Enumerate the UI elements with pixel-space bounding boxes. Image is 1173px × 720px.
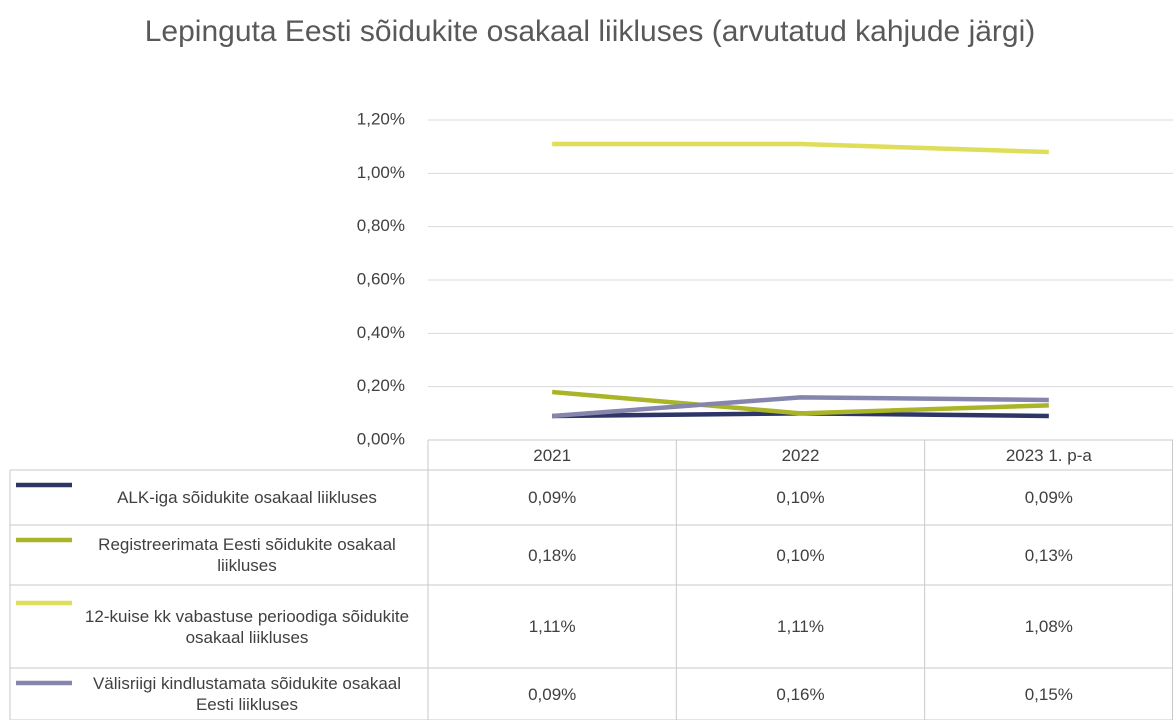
line-series bbox=[551, 395, 1049, 419]
table-value: 0,10% bbox=[776, 488, 825, 507]
y-tick-label: 0,60% bbox=[357, 269, 405, 288]
table-value: 0,09% bbox=[1024, 488, 1073, 507]
x-tick-label: 2022 bbox=[781, 445, 820, 465]
x-tick-label: 2021 bbox=[533, 445, 572, 465]
line-series bbox=[552, 141, 1049, 155]
table-value: 0,09% bbox=[528, 684, 577, 704]
table-value: 0,16% bbox=[776, 684, 825, 704]
y-tick-label: 0,20% bbox=[357, 376, 405, 395]
y-tick-label: 0,40% bbox=[357, 323, 405, 342]
y-tick-label: 0,80% bbox=[357, 216, 405, 235]
line-series bbox=[551, 389, 1049, 416]
y-tick-label: 0,00% bbox=[357, 429, 405, 448]
legend-label: 12-kuise kk vabastuse perioodiga sõiduki… bbox=[84, 606, 410, 647]
legend-label: Registreerimata Eesti sõidukite osakaal … bbox=[98, 535, 396, 575]
table-value: 0,10% bbox=[776, 545, 825, 565]
table-value: 0,15% bbox=[1024, 684, 1073, 704]
legend-label: ALK-iga sõidukite osakaal liikluses bbox=[117, 488, 377, 507]
table-value: 1,11% bbox=[777, 617, 824, 636]
legend-label: Välisriigi kindlustamata sõidukite osaka… bbox=[92, 674, 402, 714]
y-tick-label: 1,00% bbox=[357, 163, 405, 182]
x-tick-label: 2023 1. p-a bbox=[1005, 445, 1092, 465]
y-tick-label: 1,20% bbox=[357, 109, 405, 128]
chart-title: Lepinguta Eesti sõidukite osakaal liiklu… bbox=[144, 15, 1036, 48]
table-value: 0,13% bbox=[1024, 545, 1073, 565]
table-value: 1,11% bbox=[528, 617, 576, 636]
table-value: 0,09% bbox=[528, 488, 577, 507]
table-value: 0,18% bbox=[528, 545, 577, 565]
table-value: 1,08% bbox=[1024, 617, 1073, 636]
